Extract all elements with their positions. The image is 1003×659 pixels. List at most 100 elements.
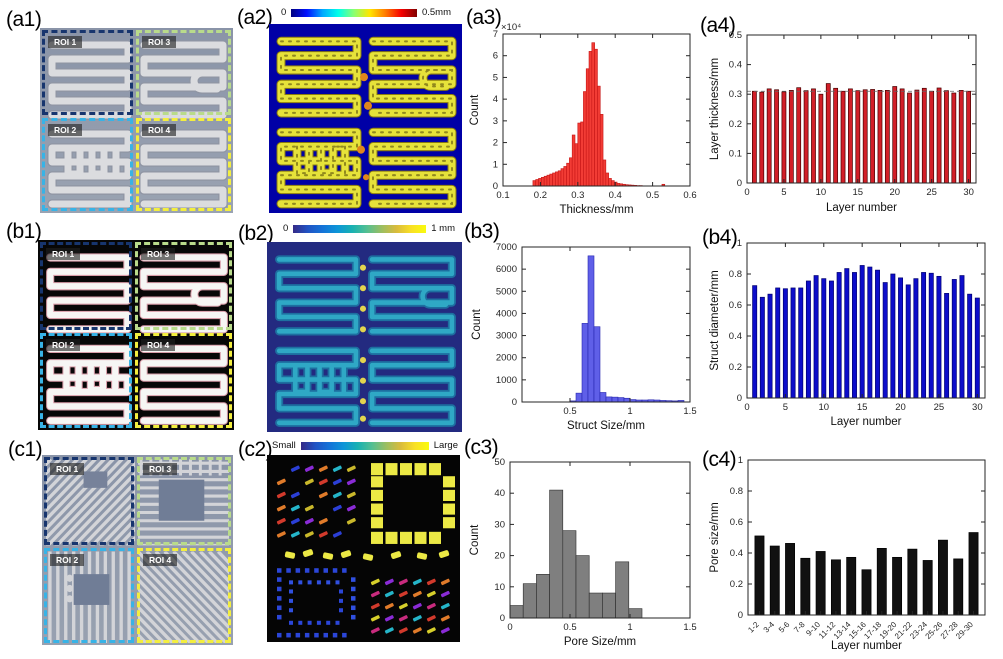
- svg-text:30: 30: [494, 519, 505, 530]
- roi-1-box: ROI 1: [44, 457, 134, 545]
- svg-text:20: 20: [889, 187, 900, 198]
- roi-3-box: ROI 3: [135, 242, 232, 330]
- svg-text:1.5: 1.5: [683, 406, 696, 417]
- roi-1-label: ROI 1: [50, 463, 85, 475]
- svg-text:6000: 6000: [496, 264, 517, 275]
- svg-text:25: 25: [934, 402, 945, 413]
- panel-label-b2: (b2): [238, 222, 274, 245]
- panel-label-b1: (b1): [6, 220, 42, 243]
- svg-text:6: 6: [493, 51, 498, 62]
- panel-label-a3: (a3): [466, 6, 502, 29]
- roi-1-box: ROI 1: [42, 30, 133, 115]
- svg-text:Layer number: Layer number: [831, 640, 902, 652]
- panel-label-c2: (c2): [238, 438, 273, 461]
- colorbar-c2-max-label: Large: [433, 440, 458, 451]
- svg-text:15: 15: [857, 402, 868, 413]
- svg-text:50: 50: [494, 457, 505, 468]
- roi-3-box: ROI 3: [136, 30, 231, 115]
- svg-text:0.1: 0.1: [729, 148, 742, 159]
- colorbar-a2-max-label: 0.5mm: [421, 7, 451, 18]
- svg-text:4000: 4000: [496, 308, 517, 319]
- svg-text:2000: 2000: [496, 353, 517, 364]
- panel-label-a4: (a4): [700, 14, 736, 37]
- svg-text:Layer number: Layer number: [831, 416, 902, 428]
- photo-b1: ROI 1 ROI 3 ROI 2 ROI 4: [38, 240, 234, 430]
- svg-text:7000: 7000: [496, 242, 517, 253]
- svg-text:1: 1: [738, 455, 743, 466]
- svg-text:Layer thickness/mm: Layer thickness/mm: [709, 58, 721, 160]
- colorbar-a2-min-label: 0: [281, 7, 287, 18]
- svg-text:3: 3: [493, 116, 498, 127]
- roi-1-label: ROI 1: [46, 248, 81, 260]
- panel-label-a1: (a1): [6, 8, 42, 31]
- panel-label-b3: (b3): [464, 220, 500, 243]
- colorbar-c2-min-label: Small: [272, 440, 296, 451]
- heatmap-a2: [269, 24, 462, 213]
- svg-text:0.3: 0.3: [571, 190, 584, 201]
- svg-text:0.2: 0.2: [729, 119, 742, 130]
- svg-text:5: 5: [783, 402, 788, 413]
- roi-1-label: ROI 1: [48, 36, 83, 48]
- histogram-pore-size: 0 0.5 1 1.5 0 10 20 30 40 50 Pore Size/mm Count: [469, 457, 697, 648]
- svg-text:2: 2: [493, 138, 498, 149]
- svg-text:0.5: 0.5: [646, 190, 659, 201]
- svg-text:Count: Count: [469, 524, 481, 555]
- histogram-struct-size: 0.5 1 1.5 0 1000 2000 3000 4000 5000 6000 7000 Stru…: [471, 242, 697, 432]
- bar-chart-struct-diameter: 0 5 10 15 20 25 30 0 0.2 0.4 0.6 0.8 1 Layer number St…: [709, 238, 986, 428]
- heatmap-b2: [267, 242, 462, 432]
- svg-text:Pore Size/mm: Pore Size/mm: [564, 636, 636, 648]
- svg-text:0: 0: [493, 181, 498, 192]
- svg-text:0.4: 0.4: [730, 548, 743, 559]
- svg-text:1: 1: [627, 622, 632, 633]
- roi-2-box: ROI 2: [40, 333, 132, 428]
- photo-c1: ROI 1 ROI 3 ROI 2 ROI 4: [42, 455, 233, 645]
- svg-text:1: 1: [737, 238, 742, 249]
- colorbar-c2-gradient: [300, 441, 429, 450]
- svg-text:0.4: 0.4: [729, 60, 742, 71]
- svg-text:Count: Count: [469, 94, 481, 125]
- svg-text:15: 15: [853, 187, 864, 198]
- roi-4-box: ROI 4: [135, 333, 232, 428]
- svg-text:5: 5: [781, 187, 786, 198]
- svg-text:0.5: 0.5: [563, 406, 576, 417]
- svg-text:5: 5: [493, 72, 498, 83]
- roi-1-box: ROI 1: [40, 242, 132, 330]
- roi-4-label: ROI 4: [142, 124, 177, 136]
- svg-text:0.8: 0.8: [729, 269, 742, 280]
- svg-text:10: 10: [818, 402, 829, 413]
- svg-text:30: 30: [972, 402, 983, 413]
- panel-label-c1: (c1): [8, 438, 43, 461]
- svg-text:20: 20: [494, 551, 505, 562]
- svg-text:10: 10: [494, 582, 505, 593]
- roi-4-box: ROI 4: [137, 548, 231, 643]
- colorbar-b2: 0 1 mm: [283, 223, 455, 234]
- svg-text:Pore size/mm: Pore size/mm: [709, 502, 721, 572]
- colorbar-a2-gradient: [291, 8, 417, 17]
- svg-text:3-4: 3-4: [762, 620, 777, 635]
- roi-3-label: ROI 3: [141, 248, 176, 260]
- svg-text:1-2: 1-2: [746, 620, 761, 635]
- roi-3-label: ROI 3: [143, 463, 178, 475]
- roi-2-label: ROI 2: [46, 339, 81, 351]
- svg-text:0.2: 0.2: [534, 190, 547, 201]
- svg-text:0: 0: [512, 397, 517, 408]
- svg-text:25: 25: [926, 187, 937, 198]
- colorbar-b2-max-label: 1 mm: [431, 223, 455, 234]
- roi-4-box: ROI 4: [136, 118, 231, 211]
- svg-text:×10⁴: ×10⁴: [501, 22, 521, 33]
- svg-text:Count: Count: [471, 308, 483, 339]
- panel-label-b4: (b4): [702, 226, 738, 249]
- roi-2-box: ROI 2: [44, 548, 134, 643]
- roi-2-label: ROI 2: [50, 554, 85, 566]
- svg-text:0.6: 0.6: [730, 517, 743, 528]
- colorbar-b2-min-label: 0: [283, 223, 289, 234]
- roi-4-label: ROI 4: [141, 339, 176, 351]
- colorbar-a2: 0 0.5mm: [281, 7, 451, 18]
- svg-text:3000: 3000: [496, 331, 517, 342]
- roi-3-label: ROI 3: [142, 36, 177, 48]
- svg-text:1: 1: [627, 406, 632, 417]
- heatmap-c2: [267, 455, 460, 642]
- svg-text:0: 0: [744, 187, 749, 198]
- svg-text:0: 0: [507, 622, 512, 633]
